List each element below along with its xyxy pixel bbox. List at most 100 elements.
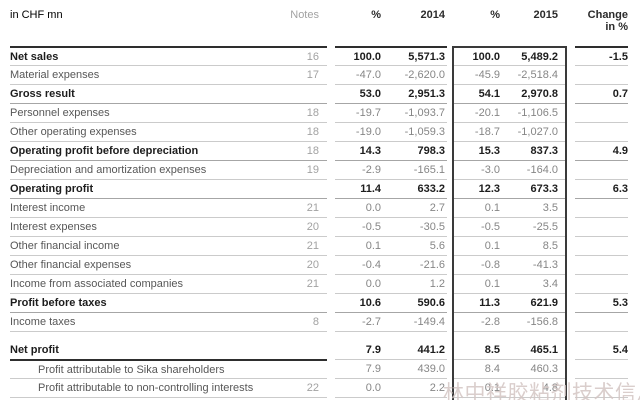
amount-2015-value: 5,489.2 [521, 50, 558, 63]
row-2015-segment: 0.1 4.8 [452, 378, 567, 397]
row-label-segment: Income taxes 8 [10, 312, 327, 331]
row-2015-segment: 0.1 3.5 [452, 198, 567, 217]
change-pct-value: 5.4 [612, 344, 628, 356]
row-2015-segment: -0.5 -25.5 [452, 217, 567, 236]
row-label: Profit before taxes [10, 297, 107, 309]
pct-2014-value: 11.4 [360, 183, 381, 195]
row-label: Operating profit before depreciation [10, 145, 199, 157]
row-2014-segment: -47.0 -2,620.0 [335, 65, 447, 84]
pct-2015-value: -0.5 [481, 221, 500, 233]
amount-2015-value: 460.3 [530, 363, 558, 375]
row-label: Net sales [10, 50, 59, 63]
header-2015-block: % 2015 [452, 9, 567, 46]
row-label: Other financial income [10, 240, 120, 252]
currency-unit-label: in CHF mn [10, 9, 63, 21]
header-change-block: Change in % [575, 9, 628, 46]
row-label-segment: Other financial expenses 20 [10, 255, 327, 274]
amount-2015-value: 621.9 [530, 297, 558, 309]
pct-2014-value: 0.0 [365, 278, 381, 290]
amount-2014-value: 441.2 [417, 344, 445, 356]
note-reference: 22 [306, 382, 319, 394]
amount-2014-value: 2.2 [429, 382, 445, 394]
row-2015-segment: 0.1 3.4 [452, 274, 567, 293]
amount-2015-value: 2,970.8 [521, 88, 558, 100]
row-change-segment [575, 397, 628, 400]
amount-2015-value: -41.3 [532, 259, 558, 271]
row-change-segment [575, 312, 628, 331]
row-label: Net profit [10, 344, 59, 356]
row-change-segment [575, 378, 628, 397]
pct-2014-value: -0.4 [362, 259, 381, 271]
row-label: Profit attributable to non-controlling i… [38, 382, 254, 394]
row-label-segment [10, 397, 327, 400]
row-label: Other operating expenses [10, 126, 137, 138]
row-2014-segment: -19.0 -1,059.3 [335, 122, 447, 141]
row-change-segment [575, 65, 628, 84]
amount-2015-value: 3.4 [542, 278, 558, 290]
amount-2014-value: -30.5 [419, 221, 445, 233]
change-pct-value: -1.5 [609, 50, 628, 63]
row-2014-segment: -0.5 -30.5 [335, 217, 447, 236]
table-row: Operating profit before depreciation 18 … [10, 141, 640, 160]
row-label-segment: Income from associated companies 21 [10, 274, 327, 293]
table-row: Material expenses 17 -47.0 -2,620.0 -45.… [10, 65, 640, 84]
note-reference: 8 [312, 316, 319, 328]
amount-2015-value: 673.3 [530, 183, 558, 195]
table-row: Interest expenses 20 -0.5 -30.5 -0.5 -25… [10, 217, 640, 236]
amount-2014-value: -1,093.7 [404, 107, 445, 119]
note-reference: 20 [306, 221, 319, 233]
pct-2015-value: 54.1 [478, 88, 500, 100]
row-label-segment: Profit before taxes [10, 293, 327, 312]
row-2015-segment: 8.4 460.3 [452, 359, 567, 378]
amount-2014-value: 2.7 [429, 202, 445, 214]
row-change-segment [575, 255, 628, 274]
row-change-segment [575, 198, 628, 217]
row-label-segment: Profit attributable to non-controlling i… [10, 378, 327, 397]
amount-2015-value: -156.8 [526, 316, 558, 328]
row-label-segment: Other operating expenses 18 [10, 122, 327, 141]
amount-2014-value: -1,059.3 [404, 126, 445, 138]
row-label-segment: Depreciation and amortization expenses 1… [10, 160, 327, 179]
pct-2015-value: -2.8 [481, 316, 500, 328]
row-label-segment: Personnel expenses 18 [10, 103, 327, 122]
table-row: Profit attributable to non-controlling i… [10, 378, 640, 397]
pct-2014-value: 14.3 [359, 145, 381, 157]
row-label-segment: Operating profit before depreciation 18 [10, 141, 327, 160]
row-2014-segment: 53.0 2,951.3 [335, 84, 447, 103]
table-body: Net sales 16 100.0 5,571.3 100.0 5,489.2… [0, 46, 640, 400]
amount-2015-value: 837.3 [530, 145, 558, 157]
note-reference: 16 [306, 50, 319, 63]
pct-2015-value: -20.1 [474, 107, 500, 119]
amount-2014-value: -2,620.0 [404, 69, 445, 81]
row-label-segment: Operating profit [10, 179, 327, 198]
row-change-segment [575, 331, 628, 340]
row-change-segment: 6.3 [575, 179, 628, 198]
row-2014-segment: 10.6 590.6 [335, 293, 447, 312]
pct-2014-value: 100.0 [353, 50, 381, 63]
pct-2015-value: 8.4 [484, 363, 500, 375]
watermark-text: 林中祥胶粘剂技术信息网 [443, 382, 640, 400]
row-2014-segment: 7.9 439.0 [335, 359, 447, 378]
row-label: Other financial expenses [10, 259, 132, 271]
row-2014-segment [335, 397, 447, 400]
row-2014-segment: -19.7 -1,093.7 [335, 103, 447, 122]
amount-2015-value: -1,106.5 [517, 107, 558, 119]
table-row [10, 397, 640, 400]
note-reference: 21 [306, 278, 319, 290]
amount-2015-value: 3.5 [542, 202, 558, 214]
change-column-header: Change in % [587, 9, 628, 33]
row-2015-segment: -0.8 -41.3 [452, 255, 567, 274]
amount-2015-value: 465.1 [530, 344, 558, 356]
note-reference: 18 [306, 145, 319, 157]
row-change-segment [575, 160, 628, 179]
table-row: Net sales 16 100.0 5,571.3 100.0 5,489.2… [10, 46, 640, 65]
row-label: Interest expenses [10, 221, 97, 233]
pct-2014-value: -2.7 [362, 316, 381, 328]
row-2015-segment: 12.3 673.3 [452, 179, 567, 198]
pct-2014-value: -19.7 [355, 107, 381, 119]
year-2015-column-header: 2015 [533, 9, 558, 21]
pct-2015-value: -3.0 [481, 164, 500, 176]
amount-2014-value: 2,951.3 [408, 88, 445, 100]
amount-2014-value: 798.3 [417, 145, 445, 157]
row-label: Material expenses [10, 69, 100, 81]
